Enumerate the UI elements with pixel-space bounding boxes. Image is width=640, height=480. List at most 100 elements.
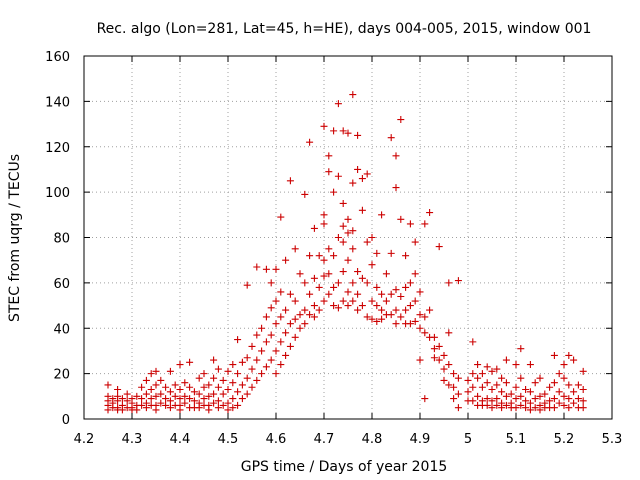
data-point <box>450 395 458 403</box>
data-point <box>234 401 242 409</box>
data-point <box>330 252 338 260</box>
data-point <box>267 304 275 312</box>
data-point <box>483 395 491 403</box>
data-point <box>579 367 587 375</box>
data-point <box>445 279 453 287</box>
data-point <box>435 356 443 364</box>
data-point <box>565 381 573 389</box>
data-point <box>469 397 477 405</box>
data-point <box>114 386 122 394</box>
x-tick-label: 5.3 <box>602 432 623 447</box>
data-point <box>166 404 174 412</box>
data-point <box>200 383 208 391</box>
data-point <box>550 379 558 387</box>
x-tick-label: 4.6 <box>266 432 287 447</box>
data-point <box>243 390 251 398</box>
y-tick-label: 40 <box>53 322 70 337</box>
data-point <box>310 313 318 321</box>
data-point <box>291 245 299 253</box>
data-point <box>310 302 318 310</box>
data-point <box>267 331 275 339</box>
data-point <box>229 361 237 369</box>
data-point <box>315 306 323 314</box>
data-point <box>238 358 246 366</box>
data-point <box>157 376 165 384</box>
data-point <box>306 311 314 319</box>
y-tick-label: 20 <box>53 368 70 383</box>
data-point <box>387 311 395 319</box>
data-point <box>243 281 251 289</box>
data-point <box>565 404 573 412</box>
data-point <box>118 395 126 403</box>
data-point <box>104 381 112 389</box>
data-point <box>546 397 554 405</box>
data-point <box>291 297 299 305</box>
data-point <box>387 290 395 298</box>
data-point <box>363 238 371 246</box>
data-point <box>541 390 549 398</box>
data-point <box>430 354 438 362</box>
data-point <box>200 395 208 403</box>
data-point <box>214 365 222 373</box>
data-point <box>334 279 342 287</box>
data-point <box>195 404 203 412</box>
data-point <box>498 374 506 382</box>
data-point <box>142 390 150 398</box>
data-point <box>330 127 338 135</box>
data-point <box>152 381 160 389</box>
data-point <box>219 390 227 398</box>
data-point <box>277 361 285 369</box>
data-point <box>272 265 280 273</box>
y-tick-label: 100 <box>45 186 70 201</box>
data-point <box>205 392 213 400</box>
data-point <box>474 374 482 382</box>
data-point <box>411 238 419 246</box>
data-point <box>502 392 510 400</box>
data-point <box>320 297 328 305</box>
data-point <box>493 381 501 389</box>
x-tick-label: 5.2 <box>554 432 575 447</box>
data-point <box>454 277 462 285</box>
data-point <box>368 261 376 269</box>
data-point <box>210 356 218 364</box>
data-point <box>498 404 506 412</box>
y-tick-label: 120 <box>45 141 70 156</box>
data-point <box>320 272 328 280</box>
data-point <box>344 129 352 137</box>
data-point <box>262 313 270 321</box>
data-point <box>522 397 530 405</box>
data-point <box>483 379 491 387</box>
data-point <box>430 345 438 353</box>
data-point <box>277 213 285 221</box>
data-point <box>267 279 275 287</box>
data-point <box>248 365 256 373</box>
x-tick-label: 4.5 <box>218 432 239 447</box>
data-point <box>502 356 510 364</box>
data-point <box>363 279 371 287</box>
data-point <box>282 329 290 337</box>
data-point <box>334 100 342 108</box>
data-points <box>104 91 587 414</box>
data-point <box>440 376 448 384</box>
data-point <box>387 134 395 142</box>
data-point <box>550 395 558 403</box>
data-point <box>526 388 534 396</box>
data-point <box>349 227 357 235</box>
data-point <box>349 245 357 253</box>
data-point <box>339 238 347 246</box>
data-point <box>152 392 160 400</box>
data-point <box>243 374 251 382</box>
data-point <box>325 152 333 160</box>
data-point <box>349 179 357 187</box>
data-point <box>445 361 453 369</box>
data-point <box>488 397 496 405</box>
data-point <box>253 331 261 339</box>
data-point <box>392 152 400 160</box>
data-point <box>426 209 434 217</box>
data-point <box>483 363 491 371</box>
data-point <box>171 381 179 389</box>
data-point <box>272 297 280 305</box>
data-point <box>392 286 400 294</box>
grid <box>84 56 612 419</box>
data-point <box>282 351 290 359</box>
